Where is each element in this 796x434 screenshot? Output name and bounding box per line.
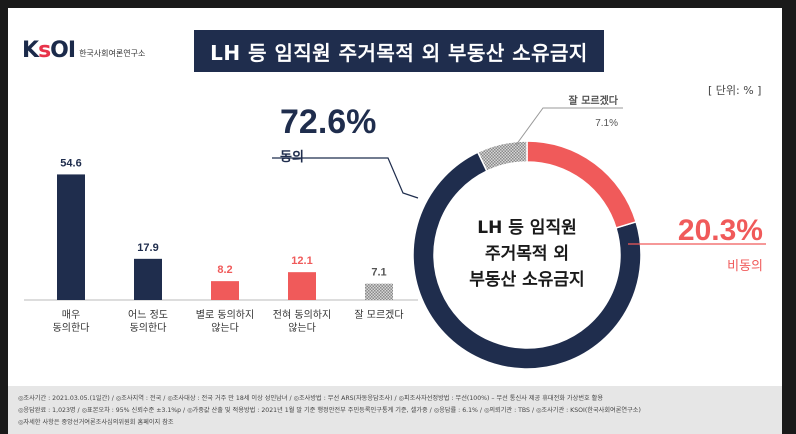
bar-category-label-1: 어느 정도 — [128, 309, 168, 321]
bar-category-label-4: 잘 모르겠다 — [354, 309, 403, 321]
chart-title: LH 등 임직원 주거목적 외 부동산 소유금지 — [194, 30, 604, 72]
dontknow-value-label: 7.1% — [595, 118, 618, 129]
agree-value-label: 72.6% — [280, 103, 376, 141]
footer-line-2: ◎응답완료 : 1,023명 / ◎표본오차 : 95% 신뢰수준 ±3.1%p… — [18, 407, 641, 414]
donut-center-text-0: LH 등 임직원 — [477, 217, 576, 238]
bar-category-label-1: 동의한다 — [130, 322, 167, 334]
disagree-label: 비동의 — [727, 259, 763, 274]
bar-value-label-0: 54.6 — [60, 157, 81, 169]
footer-line-1: ◎조사기간 : 2021.03.05.(1일간) / ◎조사지역 : 전국 / … — [18, 395, 604, 402]
chart-frame: KsOI 한국사회여론연구소 LH 등 임직원 주거목적 외 부동산 소유금지 … — [8, 8, 782, 434]
footer-line-3: ◎자세한 사항은 중앙선거여론조사심의위원회 홈페이지 참조 — [18, 419, 174, 426]
bar-value-label-4: 7.1 — [371, 267, 386, 279]
bar-category-label-2: 별로 동의하지 — [196, 308, 254, 321]
agree-label: 동의 — [280, 149, 304, 165]
bar-4 — [365, 283, 393, 300]
bar-category-label-3: 전혀 동의하지 — [273, 308, 331, 321]
donut-slice-0 — [412, 151, 642, 370]
donut-slice-1 — [526, 140, 638, 229]
bar-category-label-2: 않는다 — [211, 322, 239, 334]
donut-center-text-1: 주거목적 외 — [485, 244, 569, 264]
callout-line-dontknow — [515, 107, 623, 146]
bar-value-label-1: 17.9 — [137, 242, 158, 254]
bar-1 — [134, 258, 162, 300]
ksoi-logo: KsOI 한국사회여론연구소 — [22, 38, 145, 63]
bar-value-label-3: 12.1 — [291, 255, 312, 267]
bar-category-label-3: 않는다 — [288, 322, 316, 334]
bar-value-label-2: 8.2 — [217, 264, 232, 276]
callout-line-agree — [272, 157, 419, 199]
bar-0 — [57, 174, 85, 300]
bar-category-label-0: 매우 — [62, 309, 80, 321]
unit-label: [ 단위: % ] — [708, 84, 762, 97]
bar-category-label-0: 동의한다 — [53, 322, 90, 334]
bar-3 — [288, 272, 316, 300]
logo-subtitle: 한국사회여론연구소 — [79, 49, 146, 58]
dontknow-label: 잘 모르겠다 — [569, 94, 619, 107]
donut-slice-2 — [476, 140, 528, 173]
survey-footer: ◎조사기간 : 2021.03.05.(1일간) / ◎조사지역 : 전국 / … — [8, 386, 782, 434]
bar-2 — [211, 281, 239, 300]
disagree-value-label: 20.3% — [678, 214, 763, 247]
donut-center-text-2: 부동산 소유금지 — [469, 270, 584, 290]
logo-mark: KsOI — [22, 38, 76, 63]
